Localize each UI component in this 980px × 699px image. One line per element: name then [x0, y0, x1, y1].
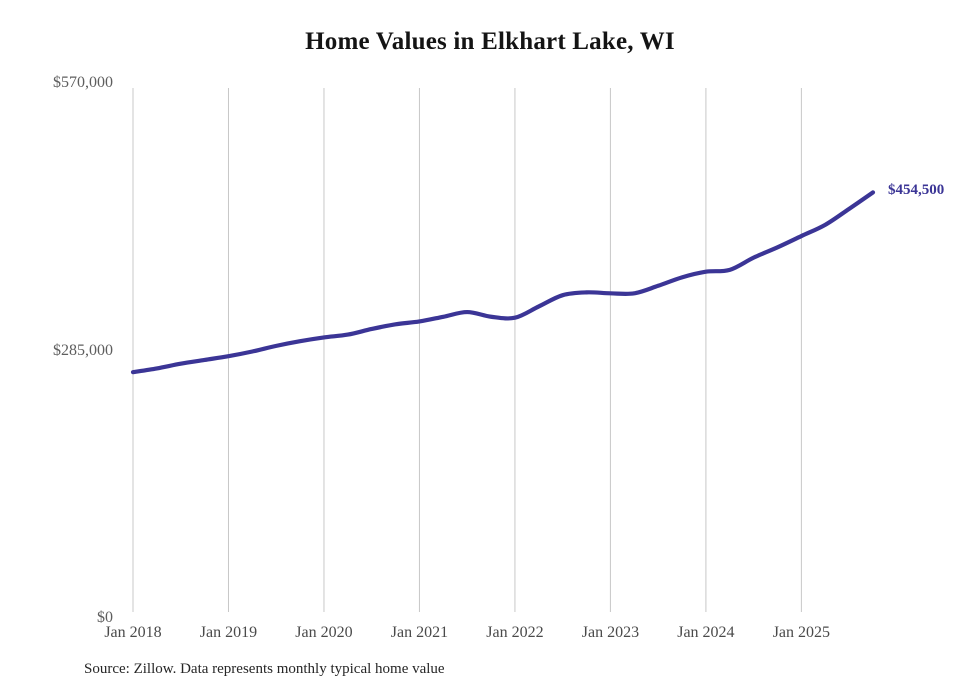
x-axis-tick-label: Jan 2023 — [581, 624, 640, 641]
x-axis-tick-label: Jan 2021 — [390, 624, 449, 641]
x-axis-tick-label: Jan 2020 — [295, 624, 353, 641]
y-axis-tick-label: $285,000 — [53, 341, 113, 359]
x-axis-tick-label: Jan 2018 — [104, 624, 162, 641]
x-axis-tick-label: Jan 2022 — [486, 624, 544, 641]
gridlines — [132, 88, 802, 612]
x-axis-tick-label: Jan 2024 — [677, 624, 735, 641]
y-axis-tick-label: $570,000 — [53, 74, 113, 91]
end-value-label: $454,500 — [888, 182, 945, 199]
y-axis-tick-label: $0 — [97, 609, 113, 626]
chart-title: Home Values in Elkhart Lake, WI — [305, 28, 675, 55]
data-line-typical-home-value — [130, 190, 876, 375]
x-axis-tick-label: Jan 2019 — [199, 624, 258, 641]
source-note: Source: Zillow. Data represents monthly … — [84, 661, 445, 677]
x-axis-tick-label: Jan 2025 — [772, 624, 831, 641]
